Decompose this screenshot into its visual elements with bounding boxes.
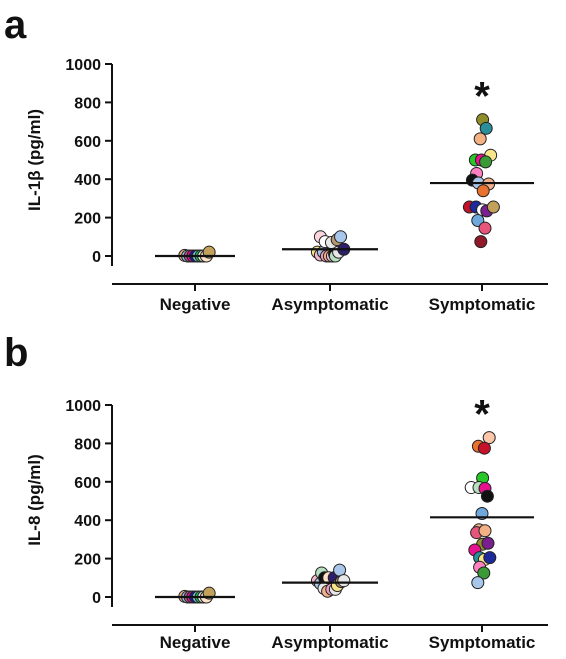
panel-letter: b — [4, 331, 28, 375]
data-point-symptomatic — [480, 489, 494, 503]
y-tick-label: 600 — [74, 134, 101, 151]
data-point-symptomatic — [476, 184, 490, 198]
data-point-symptomatic — [481, 536, 495, 550]
y-tick-label: 800 — [74, 436, 101, 453]
y-axis-label: IL-1β (pg/ml) — [25, 109, 44, 211]
category-label-negative: Negative — [160, 633, 231, 652]
category-label-symptomatic: Symptomatic — [429, 295, 536, 314]
significance-asterisk: * — [474, 393, 490, 437]
data-point-symptomatic — [479, 155, 493, 169]
y-tick-label: 0 — [92, 249, 101, 266]
y-axis-label: IL-8 (pg/ml) — [25, 454, 44, 546]
y-tick-label: 400 — [74, 172, 101, 189]
y-tick-label: 1000 — [65, 57, 101, 74]
data-point-symptomatic — [471, 576, 485, 590]
y-tick-label: 0 — [92, 590, 101, 607]
panel-a: a IL-1β (pg/ml) 0 200 400 600 800 1000 Negative A… — [4, 3, 548, 314]
data-point-symptomatic — [478, 524, 492, 538]
data-point-symptomatic — [479, 121, 493, 135]
y-tick-label: 400 — [74, 513, 101, 530]
data-point-symptomatic — [477, 566, 491, 580]
data-point-symptomatic — [482, 431, 496, 445]
panel-b: b IL-8 (pg/ml) 0 200 400 600 800 1000 Negative As… — [4, 331, 548, 652]
category-label-asymptomatic: Asymptomatic — [271, 633, 388, 652]
y-tick-label: 1000 — [65, 398, 101, 415]
significance-asterisk: * — [474, 75, 490, 119]
data-point-symptomatic — [486, 200, 500, 214]
data-point-asymptomatic — [337, 574, 351, 588]
panel-letter: a — [4, 3, 27, 47]
category-label-negative: Negative — [160, 295, 231, 314]
data-point-symptomatic — [483, 551, 497, 565]
y-tick-label: 200 — [74, 552, 101, 569]
y-tick-label: 800 — [74, 95, 101, 112]
data-point-symptomatic — [473, 132, 487, 146]
category-label-symptomatic: Symptomatic — [429, 633, 536, 652]
data-point-symptomatic — [478, 221, 492, 235]
data-point-asymptomatic — [334, 230, 348, 244]
y-tick-label: 600 — [74, 475, 101, 492]
category-label-asymptomatic: Asymptomatic — [271, 295, 388, 314]
data-point-symptomatic — [477, 441, 491, 455]
data-point-symptomatic — [474, 235, 488, 249]
y-tick-label: 200 — [74, 211, 101, 228]
